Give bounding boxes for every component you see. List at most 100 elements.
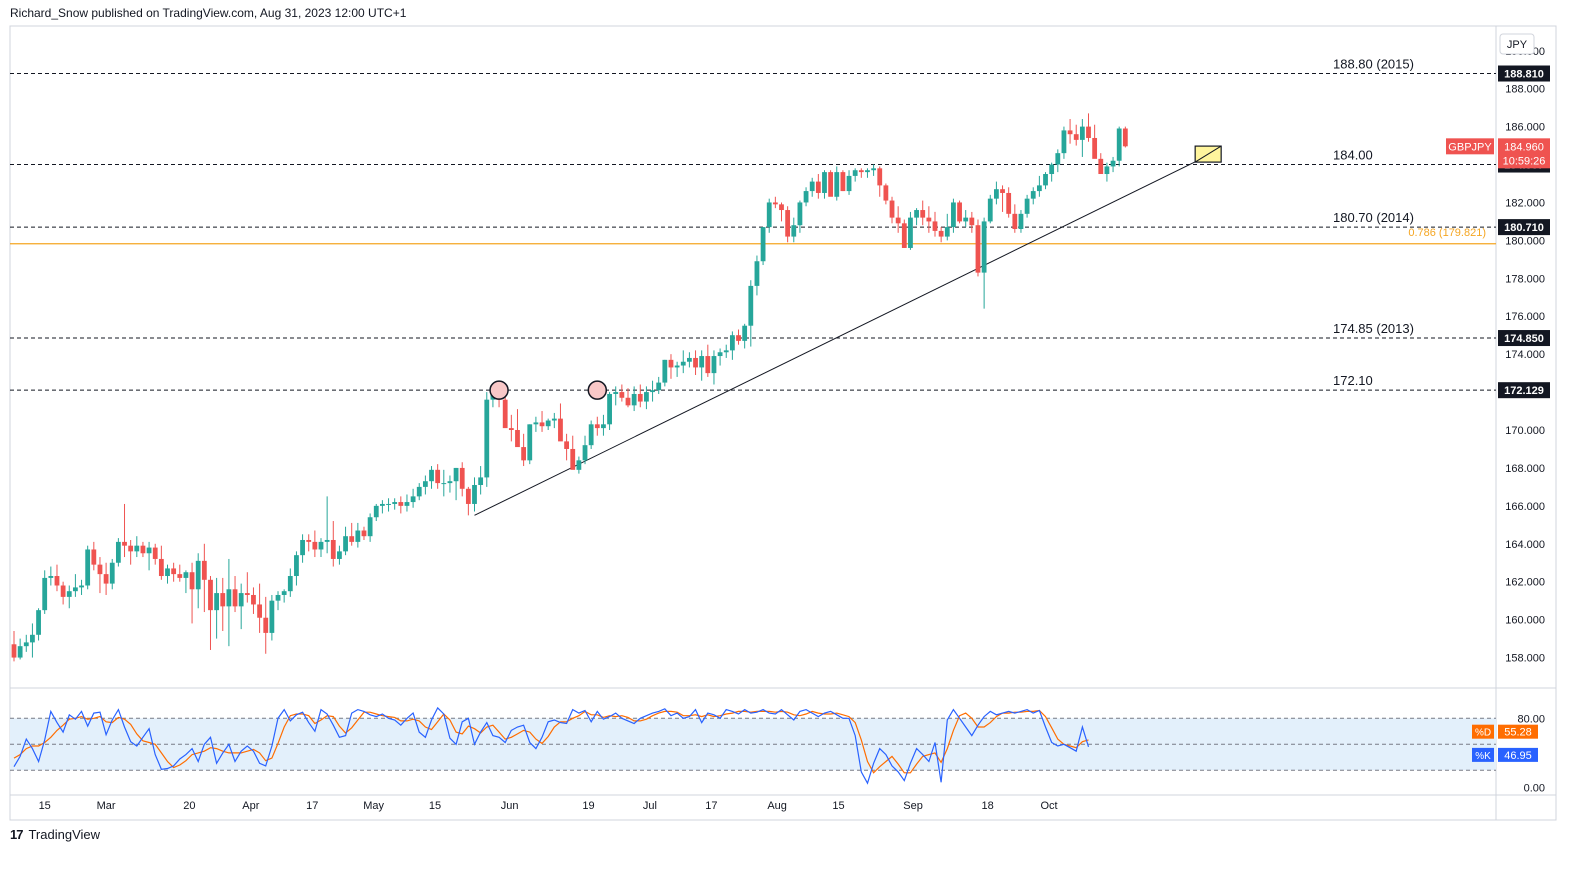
candle-body: [687, 357, 692, 362]
candle: [779, 202, 784, 222]
candle: [951, 198, 956, 233]
candle: [1110, 156, 1116, 173]
time-tick-label: 20: [183, 800, 195, 812]
price-level-tag-label: 172.129: [1504, 385, 1544, 397]
candle-body: [533, 422, 539, 425]
stoch-tick-label: 0.00: [1524, 783, 1545, 795]
candle-body: [42, 577, 48, 611]
candle-body: [944, 227, 950, 237]
level-annotation: 180.70 (2014): [1333, 210, 1414, 225]
candle-body: [668, 359, 674, 368]
tradingview-logo[interactable]: 17 TradingView: [10, 827, 100, 842]
candle: [330, 521, 336, 567]
level-annotation: 188.80 (2015): [1333, 57, 1414, 72]
candle: [558, 403, 563, 442]
candle-body: [803, 191, 809, 203]
candle-body: [386, 503, 391, 505]
candle: [465, 486, 471, 516]
candle-body: [220, 593, 226, 607]
candle: [208, 576, 213, 650]
candle-body: [48, 576, 54, 578]
candle: [189, 562, 195, 624]
candle-body: [699, 356, 705, 368]
candle: [294, 551, 299, 586]
candle-body: [281, 591, 287, 595]
candle-body: [754, 261, 760, 286]
stoch-d-tag: [1472, 724, 1494, 739]
candle-body: [858, 170, 864, 173]
candle: [1030, 187, 1036, 205]
price-tick-label: 174.000: [1505, 349, 1545, 361]
candle-body: [435, 469, 441, 484]
candle: [723, 344, 729, 358]
candle: [422, 475, 428, 495]
candle: [140, 541, 146, 558]
candle: [742, 323, 748, 349]
candle: [122, 503, 127, 558]
candle-body: [79, 585, 84, 588]
candle-body: [1043, 174, 1048, 186]
candle: [1092, 124, 1098, 159]
candle-body: [558, 418, 563, 442]
trendline[interactable]: [474, 156, 1206, 516]
price-level-tag-label: 180.710: [1504, 222, 1544, 234]
candle-body: [140, 545, 146, 554]
candle-body: [208, 579, 213, 611]
candle: [969, 211, 975, 233]
time-tick-label: 18: [982, 800, 994, 812]
symbol-tag: [1446, 138, 1494, 155]
candle-body: [158, 558, 164, 577]
candle-body: [582, 445, 588, 461]
candle-body: [865, 170, 870, 173]
price-tick-label: 168.000: [1505, 463, 1545, 475]
candle-body: [459, 467, 465, 489]
resistance-touch-marker: [587, 380, 608, 400]
price-tick-label: 164.000: [1505, 539, 1545, 551]
candle-body: [232, 589, 238, 607]
candle-body: [373, 505, 379, 518]
candle-body: [251, 594, 256, 605]
candle-body: [588, 424, 594, 446]
candle-body: [994, 189, 999, 199]
candle-body: [152, 547, 158, 559]
candle-body: [85, 549, 91, 586]
price-level-tag-label: 188.810: [1504, 69, 1544, 81]
candle: [214, 577, 220, 639]
candle: [889, 196, 895, 224]
candle-body: [453, 467, 459, 482]
candle: [343, 526, 348, 556]
candle-body: [478, 477, 484, 485]
candle-body: [650, 390, 655, 393]
symbol-tag-label: GBPJPY: [1448, 141, 1492, 153]
candle-body: [711, 356, 717, 374]
candle-body: [822, 172, 827, 193]
currency-badge[interactable]: [1499, 33, 1535, 55]
candle: [416, 483, 422, 501]
candle: [883, 183, 889, 205]
candle: [1079, 119, 1085, 157]
candle-body: [410, 496, 416, 503]
candle-body: [330, 539, 336, 559]
candle: [815, 174, 821, 199]
candle: [539, 411, 545, 432]
candle: [644, 386, 649, 410]
candle-body: [226, 589, 232, 607]
candle-body: [674, 365, 680, 368]
candle-body: [422, 481, 428, 487]
candle: [588, 420, 594, 449]
candle-body: [619, 392, 625, 398]
candle: [300, 534, 305, 563]
stoch-k-line: [13, 706, 1090, 785]
candle: [269, 594, 275, 641]
candle-body: [73, 587, 78, 592]
stoch-tick-label: 80.00: [1517, 713, 1545, 725]
candle-body: [846, 175, 852, 192]
candle: [447, 475, 453, 493]
candle: [975, 219, 981, 277]
candle-body: [594, 424, 600, 429]
candle: [287, 568, 293, 597]
candle-body: [97, 564, 103, 575]
candle: [1024, 194, 1030, 218]
time-tick-label: Apr: [242, 800, 259, 812]
